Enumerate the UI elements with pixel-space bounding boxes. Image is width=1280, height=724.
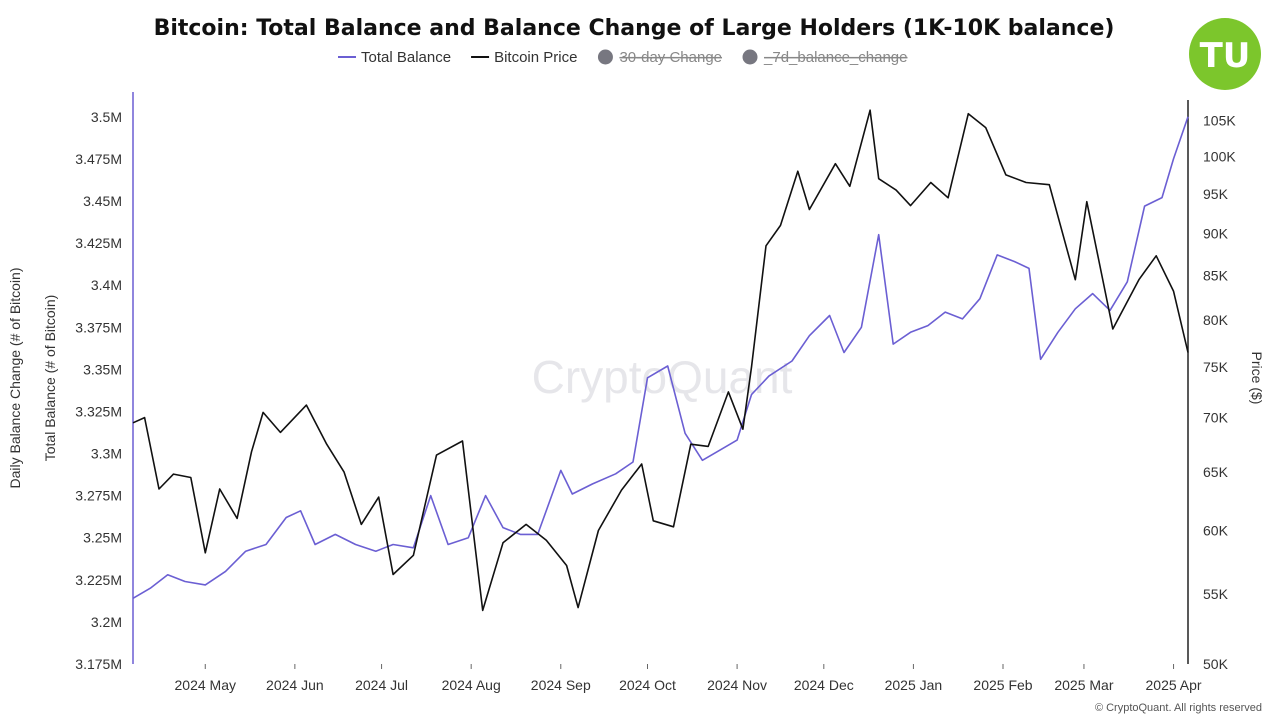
y-left-tick-label: 3.225M [75, 572, 122, 588]
watermark: CryptoQuant [532, 351, 793, 403]
logo-badge: TU [1189, 18, 1261, 90]
series-group [132, 109, 1189, 612]
legend-dot [597, 49, 613, 65]
y-left-tick-label: 3.475M [75, 151, 122, 167]
y-left-outer-title: Daily Balance Change (# of Bitcoin) [7, 267, 23, 488]
series-line-bitcoin-price [132, 109, 1189, 612]
y-right-tick-label: 60K [1203, 522, 1229, 538]
y-right-tick-label: 55K [1203, 586, 1229, 602]
x-tick-label: 2025 Mar [1054, 677, 1113, 693]
y-right-tick-label: 75K [1203, 359, 1229, 375]
y-left-tick-label: 3.425M [75, 235, 122, 251]
legend-item-3[interactable]: _7d_balance_change [742, 49, 908, 66]
y-right-tick-label: 95K [1203, 186, 1229, 202]
y-left-tick-label: 3.3M [91, 446, 122, 462]
logo-text: TU [1200, 36, 1251, 76]
x-tick-label: 2024 Aug [442, 677, 501, 693]
y-left-tick-label: 3.4M [91, 277, 122, 293]
legend-item-0[interactable]: Total Balance [338, 49, 451, 66]
x-tick-label: 2024 Dec [794, 677, 854, 693]
x-axis-ticks: 2024 May 2024 Jun 2024 Jul 2024 Aug 2024 Sep… [175, 664, 1202, 693]
y-right-tick-label: 85K [1203, 267, 1229, 283]
y-right-tick-label: 65K [1203, 464, 1229, 480]
y-left-tick-label: 3.5M [91, 109, 122, 125]
x-tick-label: 2024 Oct [619, 677, 676, 693]
y-left-tick-label: 3.2M [91, 614, 122, 630]
legend: Total Balance Bitcoin Price 30-day Change _… [338, 49, 907, 66]
legend-label: 30-day Change [619, 49, 722, 66]
legend-label: Total Balance [361, 49, 451, 66]
y-left-tick-label: 3.35M [83, 361, 122, 377]
x-tick-label: 2025 Apr [1146, 677, 1202, 693]
y-right-tick-label: 105K [1203, 113, 1236, 129]
y-right-tick-label: 80K [1203, 312, 1229, 328]
legend-dot [742, 49, 758, 65]
y-right-title: Price ($) [1249, 352, 1265, 405]
x-tick-label: 2024 Nov [707, 677, 767, 693]
logo-circle [1189, 18, 1261, 90]
y-left-tick-label: 3.175M [75, 656, 122, 672]
y-left-tick-label: 3.275M [75, 488, 122, 504]
legend-label: Bitcoin Price [494, 49, 577, 66]
series-line-total-balance [132, 116, 1189, 599]
left-axis-ticks: 3.5M 3.475M 3.45M 3.425M 3.4M 3.375M 3.35M 3.32… [75, 109, 122, 672]
y-left-tick-label: 3.45M [83, 193, 122, 209]
legend-item-2[interactable]: 30-day Change [597, 49, 722, 66]
y-right-tick-label: 100K [1203, 148, 1236, 164]
copyright-footer: © CryptoQuant. All rights reserved [1095, 702, 1262, 714]
chart-title: Bitcoin: Total Balance and Balance Chang… [154, 16, 1115, 41]
x-tick-label: 2024 Jun [266, 677, 324, 693]
y-left-tick-label: 3.375M [75, 319, 122, 335]
legend-item-1[interactable]: Bitcoin Price [471, 49, 577, 66]
y-right-tick-label: 90K [1203, 226, 1229, 242]
x-tick-label: 2025 Jan [885, 677, 943, 693]
y-left-tick-label: 3.325M [75, 403, 122, 419]
x-tick-label: 2024 May [175, 677, 236, 693]
y-right-tick-label: 70K [1203, 410, 1229, 426]
x-tick-label: 2024 Jul [355, 677, 408, 693]
y-right-tick-label: 50K [1203, 656, 1229, 672]
right-axis-ticks: 105K 100K 95K 90K 85K 80K 75K 70K 65K 60K 55K 50K [1203, 113, 1236, 672]
legend-label: _7d_balance_change [763, 49, 907, 66]
x-tick-label: 2024 Sep [531, 677, 591, 693]
y-left-title: Total Balance (# of Bitcoin) [42, 295, 58, 462]
y-left-tick-label: 3.25M [83, 530, 122, 546]
x-tick-label: 2025 Feb [973, 677, 1032, 693]
